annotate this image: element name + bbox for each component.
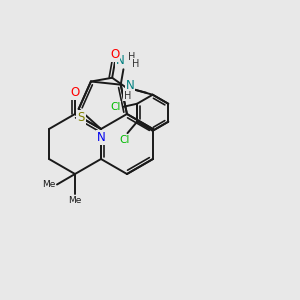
Text: H: H <box>132 59 140 69</box>
Text: O: O <box>110 48 119 62</box>
Text: S: S <box>77 111 85 124</box>
Text: N: N <box>97 130 105 144</box>
Text: Me: Me <box>42 180 55 189</box>
Text: Cl: Cl <box>119 135 130 145</box>
Text: H: H <box>128 52 136 62</box>
Text: Cl: Cl <box>110 102 120 112</box>
Text: Me: Me <box>68 196 82 205</box>
Text: O: O <box>70 86 80 99</box>
Text: N: N <box>116 54 124 68</box>
Text: N: N <box>125 79 134 92</box>
Text: H: H <box>124 91 131 100</box>
